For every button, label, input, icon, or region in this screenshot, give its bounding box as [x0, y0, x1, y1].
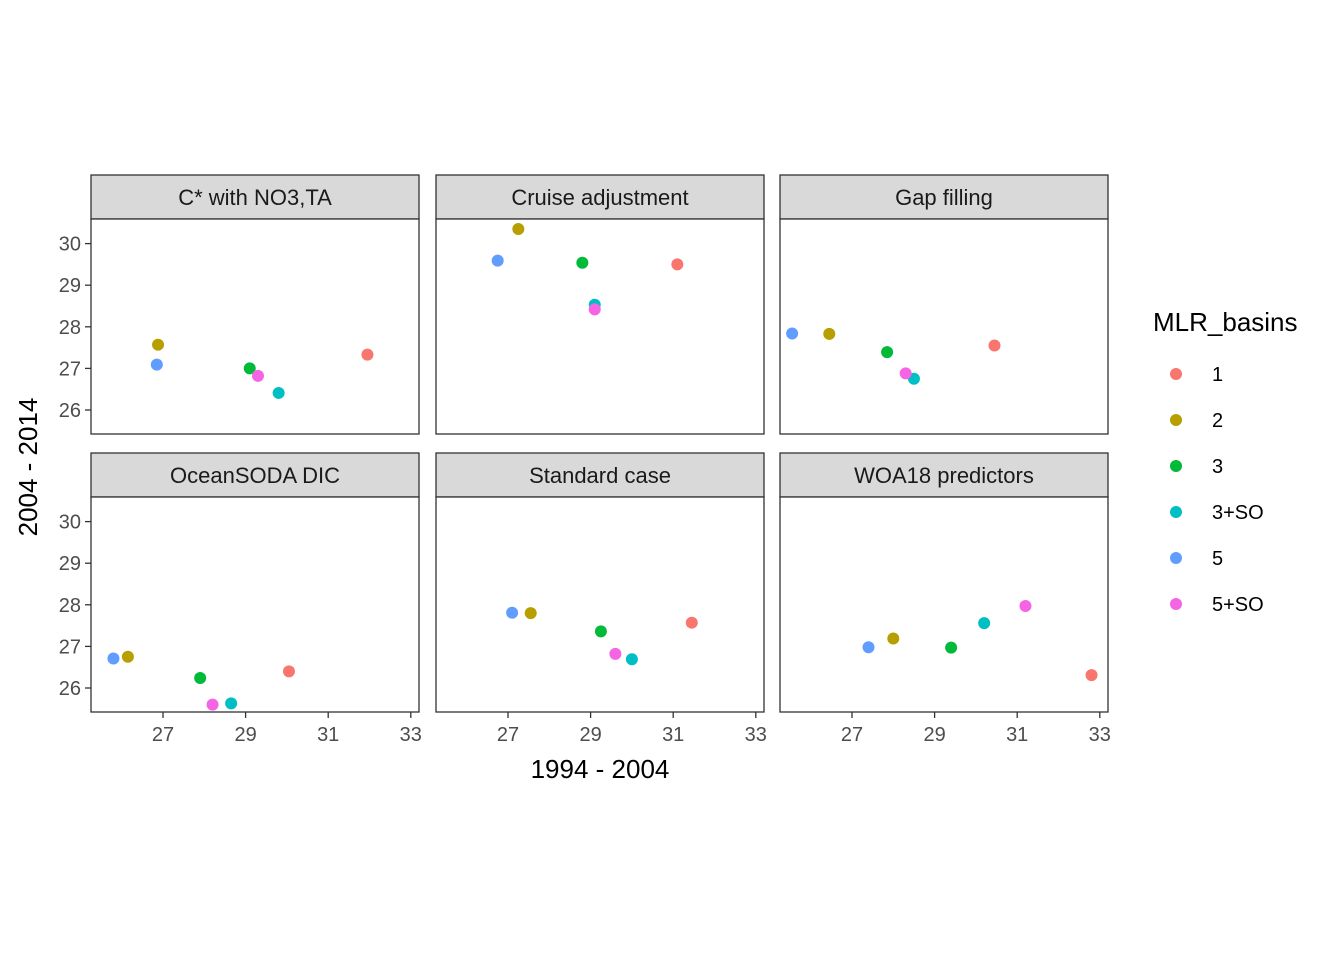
legend-label: 2 [1212, 410, 1223, 432]
legend-key [1170, 414, 1182, 426]
y-tick-label: 29 [59, 553, 81, 575]
data-point-basin-3 [194, 672, 207, 685]
legend-label: 1 [1212, 364, 1223, 386]
data-point-basin-5plusSO [1019, 600, 1032, 613]
legend-key [1170, 506, 1182, 518]
data-point-basin-1 [1085, 669, 1098, 682]
facet-panel: Standard case 27 29 31 33 [435, 452, 767, 746]
facet-plot-area [435, 496, 765, 713]
data-point-basin-5 [491, 254, 504, 267]
facet-strip [435, 174, 765, 220]
x-tick-label: 31 [317, 724, 339, 746]
data-point-basin-5 [506, 606, 519, 619]
facet-plot-area [779, 218, 1109, 435]
facet-strip-title: C* with NO3,TA [178, 185, 332, 210]
data-point-basin-3plusSO [978, 617, 991, 630]
y-tick-label: 29 [59, 275, 81, 297]
legend-label: 5 [1212, 548, 1223, 570]
panels-layer: C* with NO3,TA 26 27 28 29 30 Cruise adjustmen… [59, 174, 1111, 746]
data-point-basin-1 [685, 616, 698, 629]
data-point-basin-1 [988, 339, 1001, 352]
legend: MLR_basins 1 2 3 3+SO 5 5+SO [1153, 307, 1298, 616]
legend-label: 3 [1212, 456, 1223, 478]
legend-key [1170, 598, 1182, 610]
data-point-basin-5 [150, 358, 163, 371]
data-point-basin-2 [823, 327, 836, 340]
x-tick-label: 31 [1006, 724, 1028, 746]
data-point-basin-2 [512, 223, 525, 236]
facet-plot-area [90, 218, 420, 435]
x-tick-label: 29 [579, 724, 601, 746]
facet-panel: Cruise adjustment [435, 174, 765, 435]
data-point-basin-3 [243, 362, 256, 375]
y-tick-label: 26 [59, 400, 81, 422]
data-point-basin-1 [361, 348, 374, 361]
facet-strip [779, 452, 1109, 498]
legend-title: MLR_basins [1153, 307, 1298, 337]
facet-strip [779, 174, 1109, 220]
data-point-basin-3plusSO [272, 386, 285, 399]
facet-strip-title: Standard case [529, 463, 671, 488]
y-tick-label: 30 [59, 234, 81, 256]
legend-key [1170, 552, 1182, 564]
data-point-basin-3 [576, 256, 589, 269]
data-point-basin-1 [671, 258, 684, 271]
data-point-basin-5plusSO [609, 647, 622, 660]
data-point-basin-5plusSO [206, 698, 219, 711]
data-point-basin-5 [107, 652, 120, 665]
x-tick-label: 31 [662, 724, 684, 746]
data-point-basin-3 [945, 641, 958, 654]
data-point-basin-3 [594, 625, 607, 638]
legend-label: 5+SO [1212, 594, 1264, 616]
y-tick-label: 27 [59, 636, 81, 658]
data-point-basin-3 [881, 346, 894, 359]
x-tick-label: 27 [841, 724, 863, 746]
data-point-basin-5 [786, 327, 799, 340]
legend-key [1170, 460, 1182, 472]
facet-panel: OceanSODA DIC 26 27 28 29 30 27 29 31 33 [59, 452, 422, 746]
facet-strip-title: Gap filling [895, 185, 993, 210]
facet-strip [435, 452, 765, 498]
data-point-basin-5plusSO [899, 367, 912, 380]
x-tick-label: 27 [152, 724, 174, 746]
facet-strip-title: OceanSODA DIC [170, 463, 340, 488]
legend-items: 1 2 3 3+SO 5 5+SO [1170, 364, 1264, 616]
y-tick-label: 28 [59, 595, 81, 617]
y-axis-title: 2004 - 2014 [13, 398, 43, 537]
x-tick-label: 33 [745, 724, 767, 746]
facet-strip-title: WOA18 predictors [854, 463, 1034, 488]
data-point-basin-3plusSO [625, 653, 638, 666]
facet-plot-area [779, 496, 1109, 713]
data-point-basin-2 [524, 607, 537, 620]
data-point-basin-2 [121, 650, 134, 663]
facet-plot-area [90, 496, 420, 713]
x-tick-label: 33 [1089, 724, 1111, 746]
y-tick-label: 26 [59, 678, 81, 700]
y-tick-label: 28 [59, 317, 81, 339]
facet-strip [90, 174, 420, 220]
facet-plot-area [435, 218, 765, 435]
y-tick-label: 30 [59, 512, 81, 534]
x-tick-label: 27 [497, 724, 519, 746]
data-point-basin-1 [282, 665, 295, 678]
x-tick-label: 33 [400, 724, 422, 746]
facet-strip [90, 452, 420, 498]
data-point-basin-5plusSO [588, 303, 601, 316]
x-tick-label: 29 [234, 724, 256, 746]
x-axis-title: 1994 - 2004 [531, 754, 670, 784]
x-tick-label: 29 [923, 724, 945, 746]
facet-panel: C* with NO3,TA 26 27 28 29 30 [59, 174, 420, 435]
y-tick-label: 27 [59, 358, 81, 380]
data-point-basin-2 [152, 338, 165, 351]
data-point-basin-5 [862, 641, 875, 654]
legend-label: 3+SO [1212, 502, 1264, 524]
facet-panel: Gap filling [779, 174, 1109, 435]
data-point-basin-2 [887, 632, 900, 645]
legend-key [1170, 368, 1182, 380]
data-point-basin-5plusSO [251, 369, 264, 382]
facet-panel: WOA18 predictors 27 29 31 33 [779, 452, 1111, 746]
data-point-basin-3plusSO [225, 697, 238, 710]
facet-strip-title: Cruise adjustment [511, 185, 688, 210]
